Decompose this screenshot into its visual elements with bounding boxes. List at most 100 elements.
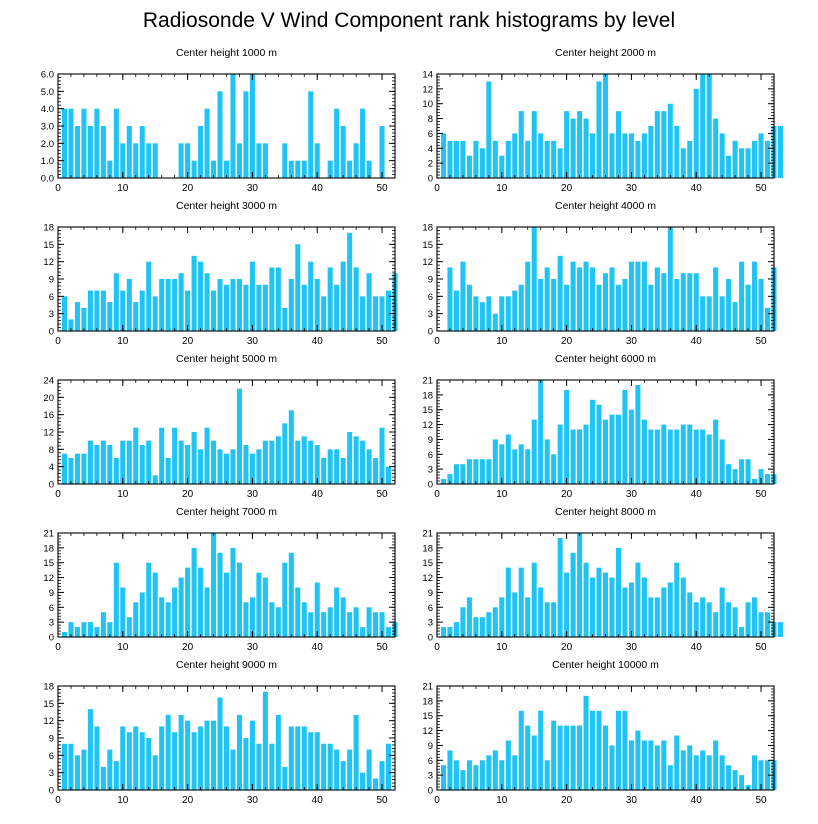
histogram-bar: [518, 567, 524, 637]
histogram-bar: [249, 261, 255, 331]
histogram-bar: [641, 740, 647, 790]
histogram-bar: [674, 126, 680, 178]
histogram-bar: [641, 419, 647, 484]
histogram-bar: [473, 140, 479, 178]
histogram-bar: [223, 160, 230, 178]
histogram-bar: [107, 749, 113, 790]
histogram-bar: [473, 617, 479, 637]
histogram-bar: [486, 459, 492, 484]
histogram-bar: [764, 140, 771, 178]
histogram-bar: [282, 143, 288, 178]
y-tick-label: 3: [49, 768, 54, 779]
histogram-bar: [373, 296, 379, 331]
histogram-bar: [217, 449, 223, 484]
histogram-bar: [334, 284, 340, 331]
histogram-bar: [596, 710, 602, 790]
histogram-bar: [615, 284, 621, 331]
histogram-bar: [223, 284, 230, 331]
y-tick-label: 2.0: [41, 139, 54, 150]
histogram-bar: [505, 296, 511, 331]
panel-title: Center height 2000 m: [555, 47, 656, 59]
histogram-bar: [635, 562, 641, 637]
histogram-bar: [152, 755, 158, 790]
histogram-bar: [113, 458, 119, 484]
panel-title: Center height 7000 m: [176, 506, 277, 518]
histogram-bar: [68, 458, 74, 484]
histogram-bar: [120, 290, 126, 331]
x-tick-label: 40: [312, 489, 324, 500]
x-tick-label: 50: [376, 183, 388, 194]
histogram-bar: [752, 140, 758, 178]
histogram-bar: [146, 261, 152, 331]
histogram-bar: [557, 537, 563, 637]
histogram-bar: [288, 279, 294, 331]
histogram-bar: [230, 749, 236, 790]
histogram-bar: [211, 160, 217, 178]
x-tick-label: 10: [117, 336, 129, 347]
histogram-bar: [340, 597, 346, 637]
chart-panel: Center height 9000 m 0 10 20 30 40 50 0 3 6 9 12 15 1…: [43, 659, 396, 806]
histogram-bar: [301, 602, 307, 637]
histogram-bar: [505, 740, 511, 790]
histogram-bar: [628, 409, 634, 484]
histogram-bar: [81, 749, 87, 790]
x-tick-label: 10: [117, 183, 129, 194]
y-tick-label: 3: [428, 309, 433, 320]
histogram-bar: [308, 440, 314, 484]
histogram-bar: [308, 91, 314, 178]
y-tick-label: 12: [43, 257, 54, 268]
histogram-bar: [353, 267, 359, 331]
histogram-bar: [486, 612, 492, 637]
y-tick-label: 3.0: [41, 122, 54, 133]
histogram-bar: [628, 133, 634, 178]
y-tick-label: 20: [43, 393, 54, 404]
histogram-bar: [609, 577, 615, 637]
x-tick-label: 30: [626, 642, 638, 653]
histogram-bar: [596, 404, 602, 484]
histogram-bar: [622, 587, 628, 637]
histogram-bar: [198, 726, 204, 790]
y-tick-label: 0: [49, 480, 54, 491]
histogram-bar: [256, 284, 262, 331]
panel-title: Center height 9000 m: [176, 659, 277, 671]
y-tick-label: 0: [49, 633, 54, 644]
histogram-bar: [146, 738, 152, 790]
histogram-bar: [492, 313, 498, 331]
histogram-bar: [538, 279, 544, 331]
histogram-bar: [525, 261, 531, 331]
histogram-bar: [126, 732, 132, 790]
y-tick-label: 15: [43, 558, 54, 569]
x-tick-label: 0: [434, 336, 440, 347]
histogram-bar: [126, 617, 132, 637]
x-tick-label: 50: [755, 795, 767, 806]
histogram-bar: [87, 290, 93, 331]
histogram-bar: [100, 440, 106, 484]
y-tick-label: 9: [49, 275, 54, 286]
histogram-bar: [327, 743, 333, 790]
histogram-bar: [256, 572, 262, 637]
histogram-bar: [453, 290, 459, 331]
histogram-bar: [622, 389, 628, 484]
y-tick-label: 18: [422, 696, 433, 707]
x-tick-label: 30: [626, 489, 638, 500]
x-tick-label: 20: [561, 183, 573, 194]
y-tick-label: 14: [422, 70, 433, 81]
x-tick-label: 10: [496, 642, 508, 653]
histogram-bar: [211, 720, 217, 790]
histogram-bar: [615, 710, 621, 790]
histogram-bar: [745, 602, 751, 637]
histogram-bar: [236, 714, 242, 790]
histogram-bar: [654, 267, 660, 331]
histogram-bar: [758, 612, 764, 637]
histogram-bar: [61, 632, 68, 637]
histogram-bar: [648, 126, 654, 178]
histogram-bar: [654, 429, 660, 484]
histogram-bar: [700, 296, 706, 331]
histogram-bar: [172, 427, 178, 484]
histogram-bar: [152, 143, 158, 178]
histogram-bar: [479, 617, 485, 637]
histogram-bar: [577, 429, 583, 484]
histogram-bar: [713, 419, 719, 484]
chart-panel: Center height 4000 m 0 10 20 30 40 50 0 3 6 9 12 15 1…: [422, 200, 777, 347]
histogram-bar: [661, 111, 667, 178]
